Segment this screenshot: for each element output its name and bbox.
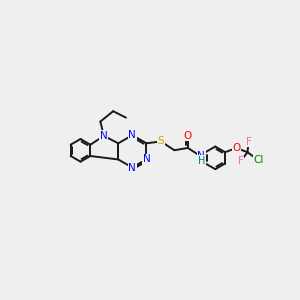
- Text: H: H: [198, 156, 205, 166]
- Text: O: O: [184, 131, 192, 141]
- Text: N: N: [128, 163, 136, 172]
- Text: N: N: [197, 151, 205, 161]
- Text: N: N: [142, 154, 150, 164]
- Text: F: F: [246, 137, 252, 147]
- Text: Cl: Cl: [254, 155, 264, 165]
- Text: N: N: [100, 131, 108, 141]
- Text: N: N: [128, 130, 136, 140]
- Text: O: O: [232, 143, 240, 153]
- Text: F: F: [238, 156, 243, 167]
- Text: S: S: [158, 136, 164, 146]
